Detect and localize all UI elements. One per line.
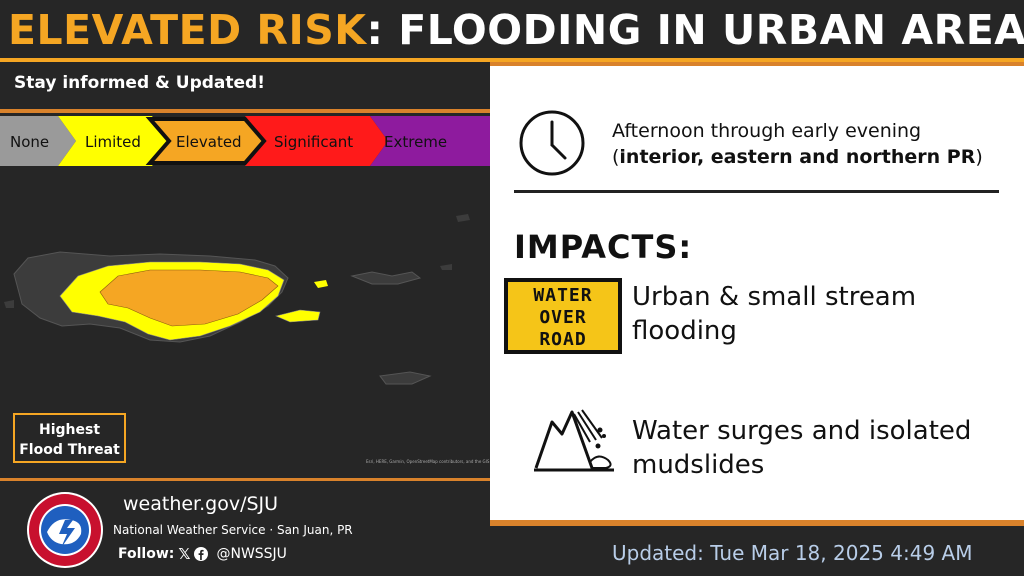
legend-line-2: Flood Threat — [19, 442, 120, 458]
timing-text: Afternoon through early evening (interio… — [612, 118, 983, 170]
risk-label-none: None — [10, 133, 49, 151]
impact-item-mudslides: Water surges and isolated mudslides — [632, 416, 972, 480]
map-legend: Highest Flood Threat — [13, 413, 126, 463]
timing-close-paren: ) — [975, 146, 983, 168]
follow-label: Follow: — [118, 546, 175, 562]
timing-line-1: Afternoon through early evening — [612, 120, 922, 142]
timing-open-paren: ( — [612, 146, 620, 168]
office-name: National Weather Service · San Juan, PR — [113, 523, 353, 537]
website-link[interactable]: weather.gov/SJU — [123, 493, 279, 515]
culebra-island — [314, 280, 328, 288]
subheading: Stay informed & Updated! — [14, 73, 265, 93]
islet-2 — [440, 264, 452, 270]
islet-1 — [456, 214, 470, 222]
social-follow: Follow: 𝕏 @NWSSJU — [118, 545, 287, 563]
risk-label-limited: Limited — [85, 133, 141, 151]
page-title: ELEVATED RISK: FLOODING IN URBAN AREAS — [8, 6, 1024, 54]
title-risk: ELEVATED RISK — [8, 6, 367, 54]
mudslide-icon — [534, 409, 614, 472]
panel-divider — [514, 190, 999, 193]
water-over-road-sign: WATER OVER ROAD — [504, 278, 622, 354]
updated-timestamp: Updated: Tue Mar 18, 2025 4:49 AM — [612, 541, 973, 565]
x-icon[interactable]: 𝕏 — [178, 545, 191, 563]
timing-line-2: (interior, eastern and northern PR) — [612, 144, 983, 170]
nws-logo — [27, 492, 103, 568]
risk-label-elevated: Elevated — [176, 133, 242, 151]
clock-icon — [519, 110, 585, 176]
title-divider — [0, 58, 1024, 62]
sign-line-1: WATER — [533, 285, 593, 306]
flood-threat-map — [0, 166, 490, 476]
elevated-risk-area — [99, 269, 279, 327]
timing-area: interior, eastern and northern PR — [619, 146, 976, 168]
risk-scale: None Limited Elevated Significant Extrem… — [0, 116, 490, 166]
impacts-heading: IMPACTS: — [514, 228, 693, 266]
panel-top-border — [490, 62, 1024, 66]
risk-label-extreme: Extreme — [384, 133, 447, 151]
risk-level-elevated — [145, 117, 267, 165]
risk-level-none — [0, 116, 76, 166]
title-rest: : FLOODING IN URBAN AREAS — [366, 6, 1024, 54]
left-divider — [0, 109, 492, 113]
sign-line-2: OVER — [539, 307, 587, 328]
impact-item-urban-flooding: Urban & small stream flooding — [632, 282, 917, 346]
social-handle[interactable]: @NWSSJU — [216, 546, 287, 562]
sign-line-3: ROAD — [539, 329, 587, 350]
legend-line-1: Highest — [38, 422, 101, 438]
virgin-islands — [350, 271, 422, 285]
st-croix-island — [379, 371, 432, 385]
risk-level-significant — [245, 116, 388, 166]
mona-island — [4, 300, 14, 308]
risk-level-extreme — [370, 116, 490, 166]
panel-bottom-border — [490, 520, 1024, 526]
vieques-island — [275, 309, 321, 323]
map-credit: Esri, HERE, Garmin, OpenStreetMap contri… — [366, 459, 490, 464]
risk-label-significant: Significant — [274, 133, 353, 151]
footer-divider — [0, 478, 490, 481]
facebook-icon[interactable] — [194, 547, 209, 561]
risk-level-limited — [58, 116, 170, 166]
